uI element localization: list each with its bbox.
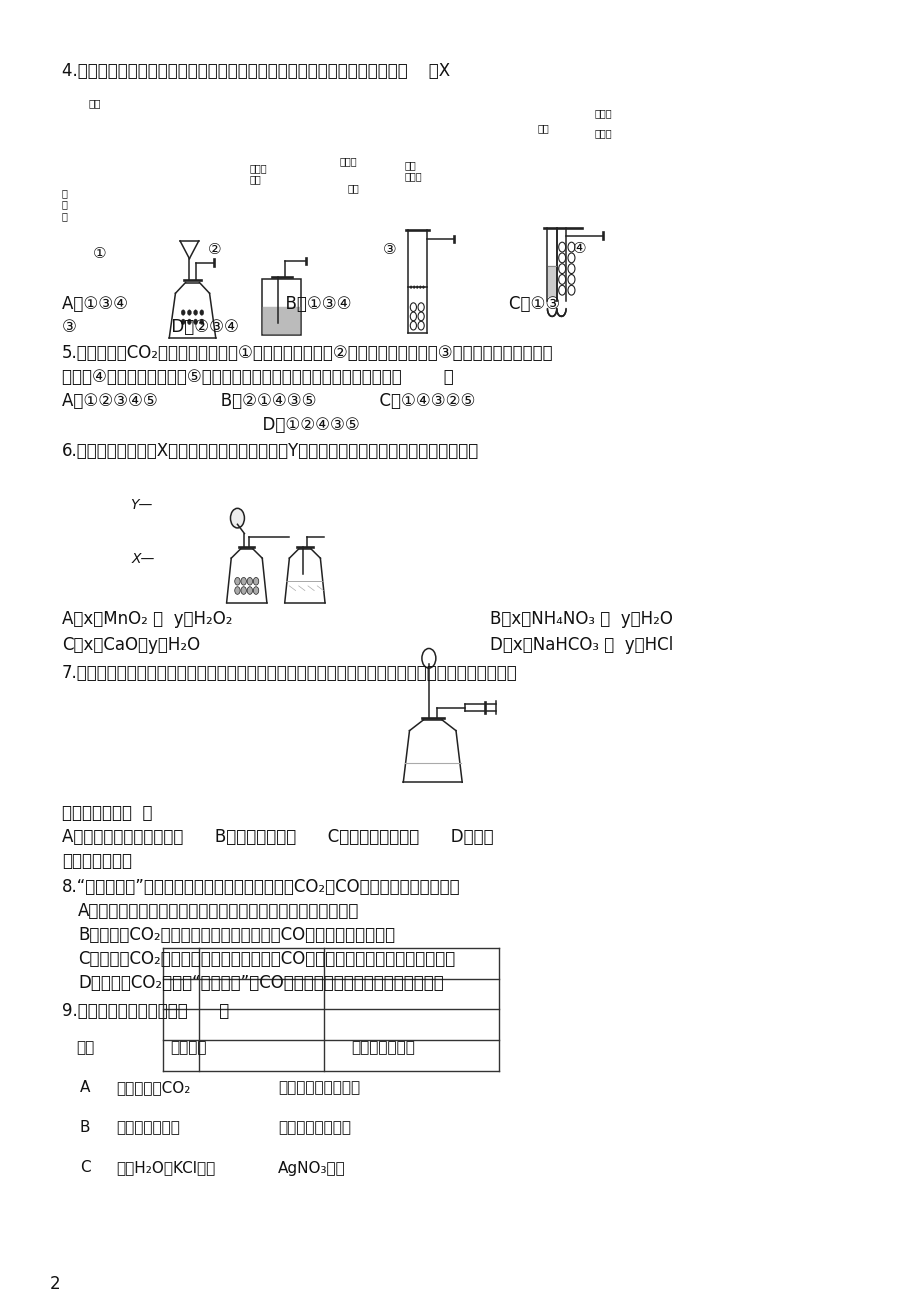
Circle shape: [194, 310, 198, 315]
Text: ②: ②: [208, 242, 221, 256]
Circle shape: [241, 578, 246, 585]
Text: 6.如右图所示，瓶中X为固体，当把滴管内的液体Y滴入瓶中，导管口一定没有气泡产生的是: 6.如右图所示，瓶中X为固体，当把滴管内的液体Y滴入瓶中，导管口一定没有气泡产生…: [62, 441, 479, 460]
Circle shape: [247, 587, 253, 594]
Text: D．危害：CO₂会造成“温室效应”；CO易与血液中的血红蛋白结合引起中毒: D．危害：CO₂会造成“温室效应”；CO易与血液中的血红蛋白结合引起中毒: [78, 974, 443, 992]
Text: 大
理
石: 大 理 石: [62, 187, 68, 221]
Text: D．x是NaHCO₃ ，  y是HCl: D．x是NaHCO₃ ， y是HCl: [490, 635, 673, 654]
Text: AgNO₃溶液: AgNO₃溶液: [278, 1160, 346, 1176]
Circle shape: [199, 310, 203, 315]
Bar: [548, 267, 555, 297]
Text: 大理石
盐酸: 大理石 盐酸: [250, 163, 267, 185]
Text: 察到的现象是（  ）: 察到的现象是（ ）: [62, 805, 153, 822]
Circle shape: [253, 587, 258, 594]
Circle shape: [181, 310, 185, 315]
Circle shape: [187, 319, 191, 324]
Text: 大理石: 大理石: [595, 108, 612, 118]
Text: 大理石: 大理石: [340, 156, 357, 165]
Text: 盐酸: 盐酸: [538, 122, 550, 133]
Text: A: A: [80, 1081, 90, 1095]
Text: 8.“归纳与比较”是化学学习的主要方法，下列关于CO₂与CO的不同点比较错误的是: 8.“归纳与比较”是化学学习的主要方法，下列关于CO₂与CO的不同点比较错误的是: [62, 878, 460, 896]
Text: 7.可以用推拉注射器活塞的方法检查图中装置气密性。当缓慢拉活塞时，如果装置气密性良好，可以观: 7.可以用推拉注射器活塞的方法检查图中装置气密性。当缓慢拉活塞时，如果装置气密性…: [62, 664, 517, 682]
Circle shape: [416, 286, 418, 289]
Circle shape: [247, 578, 253, 585]
Text: 所用试剂或方法: 所用试剂或方法: [351, 1040, 414, 1056]
Text: 玻璃珠: 玻璃珠: [595, 128, 612, 138]
Circle shape: [181, 319, 185, 324]
Text: C．用途：CO₂可用于光合作用、灭火等；CO可作气体燃料，还可用于人工降雨: C．用途：CO₂可用于光合作用、灭火等；CO可作气体燃料，还可用于人工降雨: [78, 950, 455, 967]
Circle shape: [422, 286, 424, 289]
Text: 5.实验室制取CO₂有以下几个步骤：①按要求装好付器；②向漏斗中注入盐酸；③向反应器中加入块状石: 5.实验室制取CO₂有以下几个步骤：①按要求装好付器；②向漏斗中注入盐酸；③向反…: [62, 344, 553, 362]
Text: D．①②④③⑤: D．①②④③⑤: [168, 417, 359, 434]
Text: A．①②③④⑤            B．②①④③⑤            C．①④③②⑤: A．①②③④⑤ B．②①④③⑤ C．①④③②⑤: [62, 392, 475, 410]
Text: 观察液体是否浑浊: 观察液体是否浑浊: [278, 1121, 351, 1135]
Text: 4.下列四个装置都能制取二氧化碳，其中能随时控制反应的发生和停止的是（    ）X: 4.下列四个装置都能制取二氧化碳，其中能随时控制反应的发生和停止的是（ ）X: [62, 62, 449, 79]
Text: B．性质：CO₂能溶于水，水溶液呈酸性；CO难溶于水，但能燃烧: B．性质：CO₂能溶于水，水溶液呈酸性；CO难溶于水，但能燃烧: [78, 926, 394, 944]
Text: 盐酸: 盐酸: [88, 98, 101, 108]
Text: A．长颈漏斗下端口有气泡      B．瓶中液面上升      C．注射器内有液体      D．长颈: A．长颈漏斗下端口有气泡 B．瓶中液面上升 C．注射器内有液体 D．长颈: [62, 828, 494, 846]
Text: ③: ③: [383, 242, 396, 256]
Text: A．①③④                              B．①③④                              C．①③: A．①③④ B．①③④ C．①③: [62, 296, 560, 312]
Text: 块状大理石与稀硫酸: 块状大理石与稀硫酸: [278, 1081, 359, 1095]
Text: 选项: 选项: [75, 1040, 94, 1056]
Text: 盐酸: 盐酸: [347, 184, 359, 193]
Bar: [262, 280, 301, 335]
Text: 漏斗内液面上升: 漏斗内液面上升: [62, 852, 131, 870]
Text: 2: 2: [50, 1275, 61, 1293]
Text: 实验目的: 实验目的: [171, 1040, 207, 1056]
Text: 实验室制取CO₂: 实验室制取CO₂: [116, 1081, 190, 1095]
Circle shape: [410, 286, 412, 289]
Text: B．x是NH₄NO₃ ，  y是H₂O: B．x是NH₄NO₃ ， y是H₂O: [490, 611, 672, 628]
Circle shape: [413, 286, 414, 289]
Text: C: C: [80, 1160, 90, 1176]
Text: Y—: Y—: [130, 497, 153, 512]
Circle shape: [199, 319, 203, 324]
Circle shape: [194, 319, 198, 324]
Text: X—: X—: [131, 552, 155, 566]
Circle shape: [187, 310, 191, 315]
Circle shape: [231, 508, 244, 527]
Text: 灰石；④检查装置气密性；⑤收集生成的气体。以上操作正确排列顺序为（        ）: 灰石；④检查装置气密性；⑤收集生成的气体。以上操作正确排列顺序为（ ）: [62, 368, 453, 385]
Circle shape: [234, 587, 240, 594]
Text: 多孔
塑料片: 多孔 塑料片: [404, 160, 422, 181]
Text: ①: ①: [93, 246, 107, 260]
Circle shape: [234, 578, 240, 585]
Bar: [263, 307, 300, 335]
Circle shape: [253, 578, 258, 585]
Circle shape: [419, 286, 421, 289]
Text: 鉴别硬水和软水: 鉴别硬水和软水: [116, 1121, 180, 1135]
Text: 9.下列实验方案合理的是（      ）: 9.下列实验方案合理的是（ ）: [62, 1003, 229, 1019]
Text: ④: ④: [573, 241, 586, 256]
Text: C．x是CaO，y是H₂O: C．x是CaO，y是H₂O: [62, 635, 200, 654]
Text: ③                  D．②③④: ③ D．②③④: [62, 318, 239, 336]
Text: A．x是MnO₂ ，  y是H₂O₂: A．x是MnO₂ ， y是H₂O₂: [62, 611, 233, 628]
Text: A．组成：一个二氧化碳分子比一个一氧化碳分子多一个氧原子: A．组成：一个二氧化碳分子比一个一氧化碳分子多一个氧原子: [78, 902, 359, 921]
Circle shape: [241, 587, 246, 594]
Text: B: B: [80, 1121, 90, 1135]
Text: 鉴别H₂O、KCl溶液: 鉴别H₂O、KCl溶液: [116, 1160, 215, 1176]
